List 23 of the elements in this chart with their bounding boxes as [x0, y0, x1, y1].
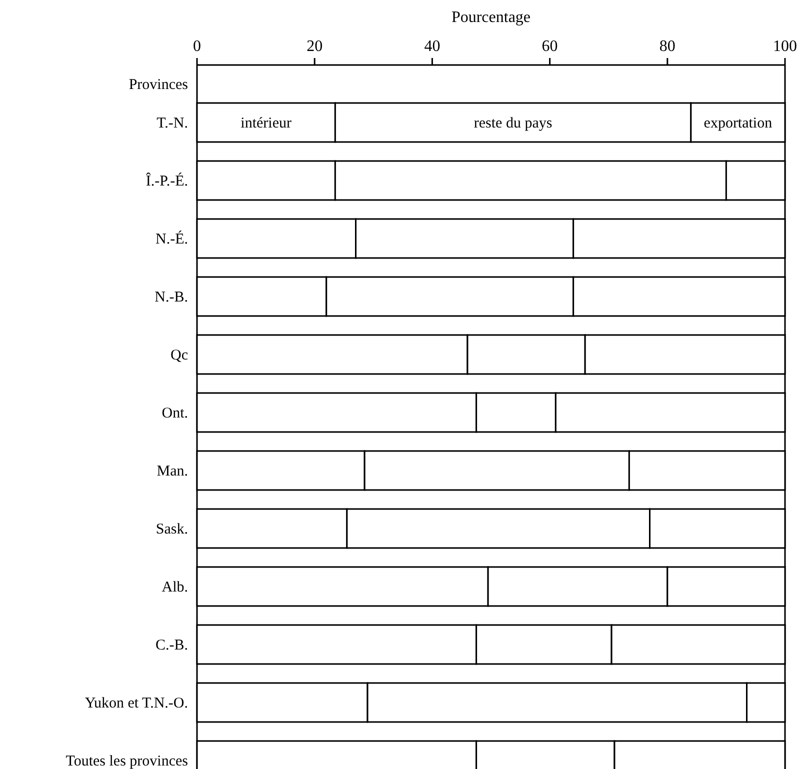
- y-tick-label: Ont.: [162, 406, 188, 422]
- y-tick-label: Sask.: [156, 522, 188, 538]
- x-tick-label: 60: [542, 38, 558, 55]
- y-tick-label: Man.: [156, 464, 188, 480]
- y-axis-title: Provinces: [128, 77, 188, 93]
- x-tick-label: 0: [193, 38, 201, 55]
- series-label: intérieur: [240, 116, 292, 132]
- y-tick-label: Toutes les provinces: [66, 754, 188, 769]
- y-tick-label: Yukon et T.N.-O.: [84, 696, 188, 712]
- y-tick-label: N.-B.: [154, 290, 188, 306]
- y-tick-label: C.-B.: [155, 638, 188, 654]
- y-tick-label: Î.-P.-É.: [146, 172, 188, 190]
- y-tick-label: N.-É.: [156, 230, 188, 248]
- y-tick-label: Alb.: [162, 580, 188, 596]
- x-tick-label: 20: [306, 38, 323, 55]
- series-label: reste du pays: [474, 116, 552, 132]
- y-tick-label: T.-N.: [156, 116, 188, 132]
- x-tick-label: 80: [659, 38, 676, 55]
- series-label: exportation: [704, 116, 773, 132]
- x-axis-title: Pourcentage: [451, 9, 531, 26]
- x-tick-label: 40: [424, 38, 440, 55]
- y-tick-label: Qc: [170, 348, 188, 364]
- x-tick-label: 100: [773, 38, 797, 55]
